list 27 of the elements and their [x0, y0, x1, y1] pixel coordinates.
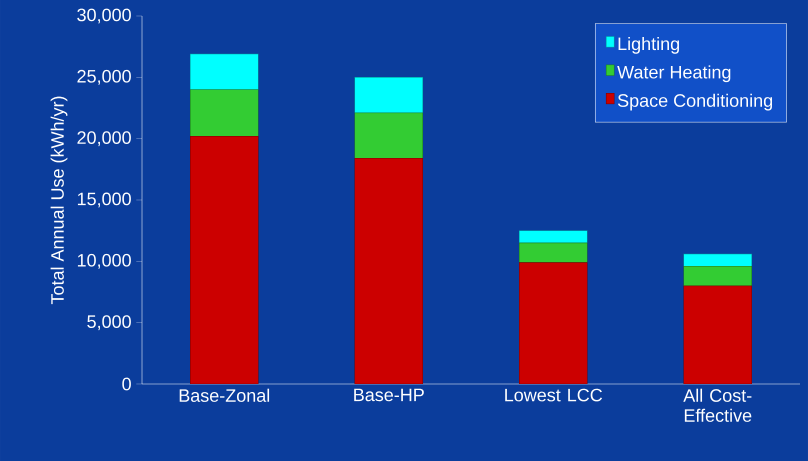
legend-label: Water Heating	[617, 65, 730, 82]
x-tick-label: Lowest LCC	[505, 388, 602, 402]
bar	[518, 230, 588, 244]
y-tick-label: 10,000	[78, 254, 131, 269]
y-tick-label: 5,000	[87, 315, 131, 330]
bar	[683, 266, 752, 286]
legend-label: Lighting	[618, 36, 679, 54]
x-tick-label: Base-HP	[354, 388, 424, 402]
y-tick-label: 30,000	[77, 8, 131, 24]
y-tick-label: 15,000	[78, 192, 131, 208]
y-tick-label: 0	[122, 378, 131, 390]
x-tick-label: Base-Zonal	[180, 388, 270, 402]
bar	[190, 89, 259, 136]
bar	[190, 54, 259, 90]
x-tick-label: All Cost-Effective	[683, 388, 752, 422]
bar	[518, 242, 588, 263]
bar	[354, 77, 424, 114]
bar	[518, 262, 588, 384]
y-tick-label: 25,000	[77, 70, 131, 85]
bar	[683, 254, 752, 266]
legend-label: Space Conditioning	[618, 94, 772, 110]
bar	[683, 286, 752, 384]
bar	[354, 158, 424, 384]
y-tick-label: 20,000	[77, 131, 131, 146]
y-axis-title: Total Annual Use (kWh/yr)	[50, 96, 68, 304]
bar	[190, 136, 259, 384]
bar	[354, 112, 424, 159]
